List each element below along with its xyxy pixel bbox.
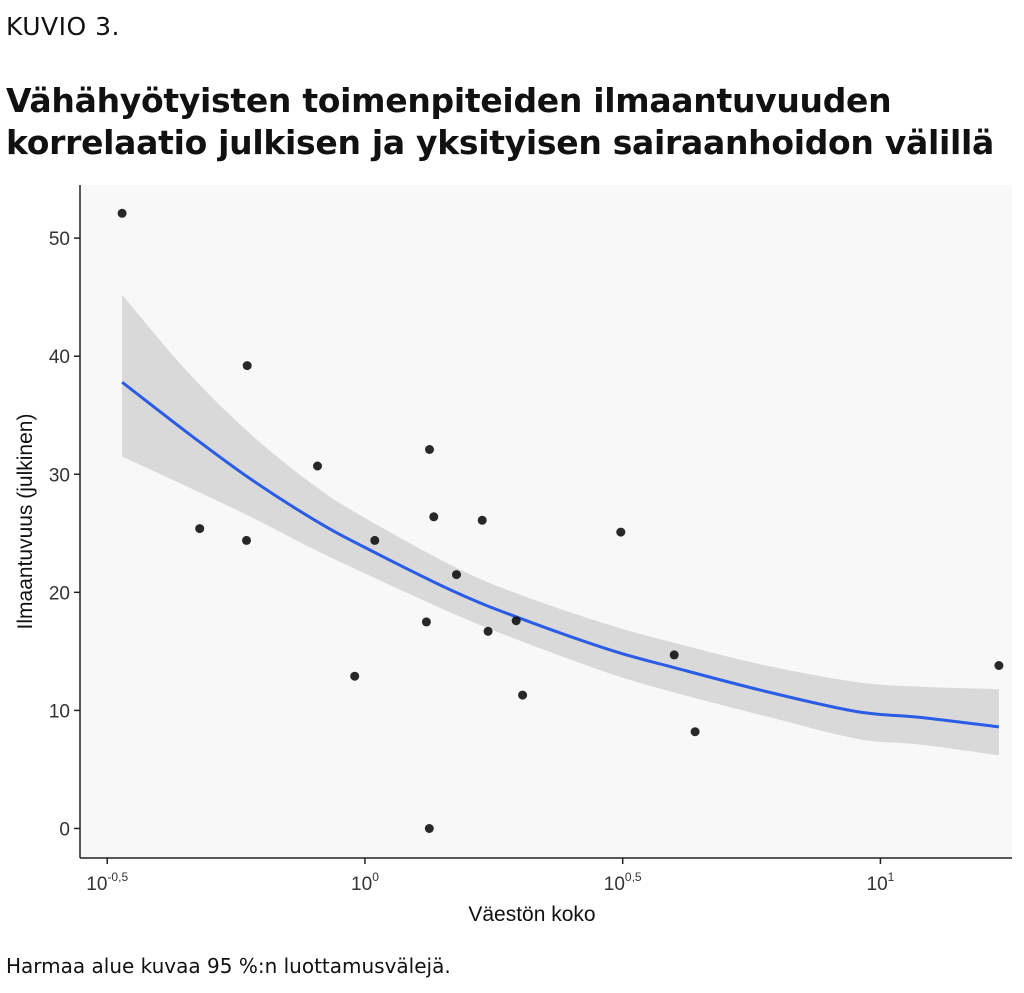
x-tick-label: 10-0,5 bbox=[86, 870, 128, 895]
data-point-3 bbox=[242, 361, 252, 371]
x-axis-ticks: 10-0,5 100 100,5 101 bbox=[86, 858, 895, 895]
data-point-16 bbox=[518, 690, 528, 700]
chart-title: Vähähyötyisten toimenpiteiden ilmaantuvu… bbox=[6, 81, 994, 162]
figure-number: KUVIO 3. bbox=[6, 12, 120, 41]
data-point-18 bbox=[669, 650, 679, 660]
trend-line bbox=[121, 381, 1000, 729]
y-tick-label: 10 bbox=[49, 701, 70, 722]
y-tick-label: 50 bbox=[49, 229, 70, 250]
y-tick-label: 0 bbox=[59, 819, 70, 840]
data-point-4 bbox=[242, 535, 251, 545]
data-point-2 bbox=[195, 524, 205, 534]
y-tick-label: 30 bbox=[49, 465, 70, 486]
x-tick-label: 100,5 bbox=[604, 870, 642, 895]
data-point-15 bbox=[511, 616, 521, 626]
y-tick-label: 40 bbox=[49, 347, 70, 368]
data-point-19 bbox=[690, 727, 700, 737]
y-axis-ticks: 0 10 20 30 40 50 bbox=[49, 229, 80, 840]
y-tick-label: 20 bbox=[49, 583, 70, 604]
data-point-20 bbox=[994, 661, 1004, 670]
data-point-17 bbox=[616, 527, 626, 537]
data-point-12 bbox=[452, 570, 461, 580]
x-tick-label: 100 bbox=[351, 870, 379, 895]
y-axis-label: Ilmaantuvuus (julkinen) bbox=[14, 414, 37, 630]
x-tick-label: 101 bbox=[867, 870, 895, 895]
data-point-13 bbox=[477, 515, 487, 525]
data-point-11 bbox=[424, 824, 434, 833]
x-axis-label: Väestön koko bbox=[468, 903, 595, 926]
data-point-9 bbox=[425, 445, 434, 454]
data-point-1 bbox=[117, 208, 127, 218]
data-point-8 bbox=[421, 617, 431, 627]
data-point-14 bbox=[483, 626, 493, 636]
data-point-5 bbox=[313, 461, 322, 471]
plot-panel bbox=[80, 185, 1012, 858]
data-points bbox=[117, 208, 1004, 833]
data-point-10 bbox=[429, 512, 439, 522]
confidence-band bbox=[122, 294, 999, 756]
footnote: Harmaa alue kuvaa 95 %:n luottamusvälejä… bbox=[6, 954, 451, 978]
data-point-7 bbox=[370, 535, 380, 545]
data-point-6 bbox=[350, 671, 360, 681]
